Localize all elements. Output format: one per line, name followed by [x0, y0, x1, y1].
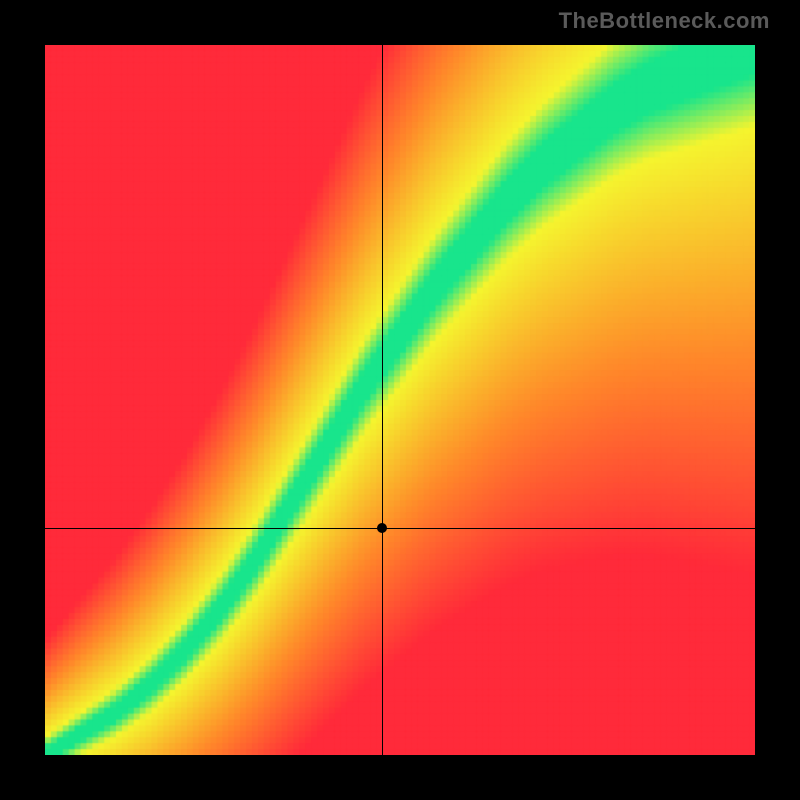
- heatmap-canvas: [45, 45, 755, 755]
- watermark-text: TheBottleneck.com: [559, 8, 770, 34]
- bottleneck-heatmap: [45, 45, 755, 755]
